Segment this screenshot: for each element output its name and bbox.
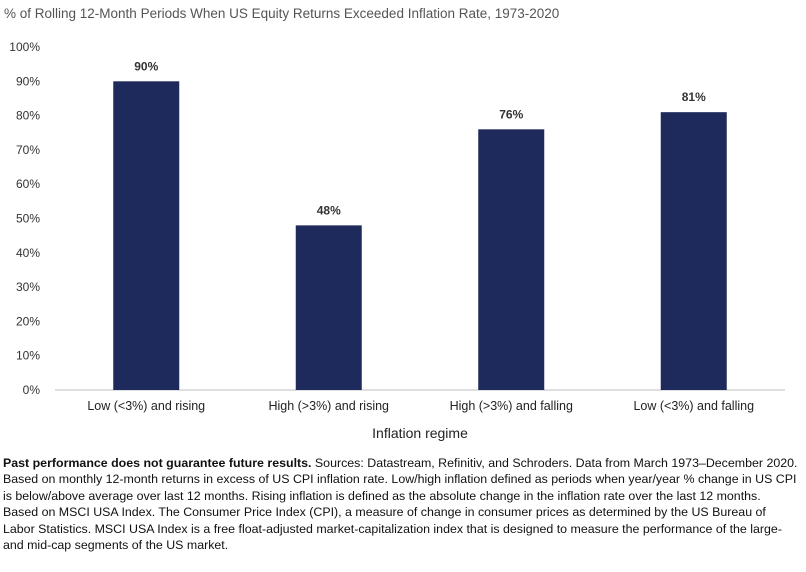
y-tick-label: 80%: [16, 109, 40, 123]
y-tick-label: 30%: [16, 280, 40, 294]
y-tick-label: 70%: [16, 143, 40, 157]
bar: [478, 129, 545, 390]
y-axis-ticks: 0% 10% 20% 30% 40% 50% 60% 70% 80% 90% 100%: [9, 40, 40, 397]
x-category-label: High (>3%) and falling: [450, 399, 573, 413]
y-tick-label: 40%: [16, 246, 40, 260]
bar-data-label: 90%: [134, 59, 158, 73]
y-tick-label: 50%: [16, 212, 40, 226]
category-labels: Low (<3%) and rising High (>3%) and risin…: [87, 399, 754, 413]
bar-chart: 0% 10% 20% 30% 40% 50% 60% 70% 80% 90% 100% 90% 48%…: [9, 40, 785, 441]
y-tick-label: 20%: [16, 314, 40, 328]
bar-data-label: 76%: [499, 107, 523, 121]
bar: [113, 81, 180, 391]
x-category-label: High (>3%) and rising: [268, 399, 389, 413]
bar-data-label: 48%: [317, 203, 341, 217]
y-tick-label: 60%: [16, 177, 40, 191]
bar: [295, 225, 362, 390]
x-category-label: Low (<3%) and falling: [633, 399, 754, 413]
y-tick-label: 100%: [9, 40, 40, 54]
bar: [660, 112, 727, 391]
x-axis-title: Inflation regime: [372, 425, 468, 441]
y-tick-label: 0%: [23, 383, 41, 397]
y-tick-label: 10%: [16, 349, 40, 363]
footnote-text: Sources: Datastream, Refinitiv, and Schr…: [3, 456, 798, 553]
chart-title: % of Rolling 12-Month Periods When US Eq…: [4, 6, 560, 21]
bar-data-label: 81%: [682, 90, 706, 104]
footnote: Past performance does not guarantee futu…: [3, 455, 798, 553]
bars: 90% 48% 76% 81%: [113, 59, 727, 391]
x-category-label: Low (<3%) and rising: [87, 399, 205, 413]
footnote-disclaimer: Past performance does not guarantee futu…: [3, 456, 312, 470]
y-tick-label: 90%: [16, 74, 40, 88]
